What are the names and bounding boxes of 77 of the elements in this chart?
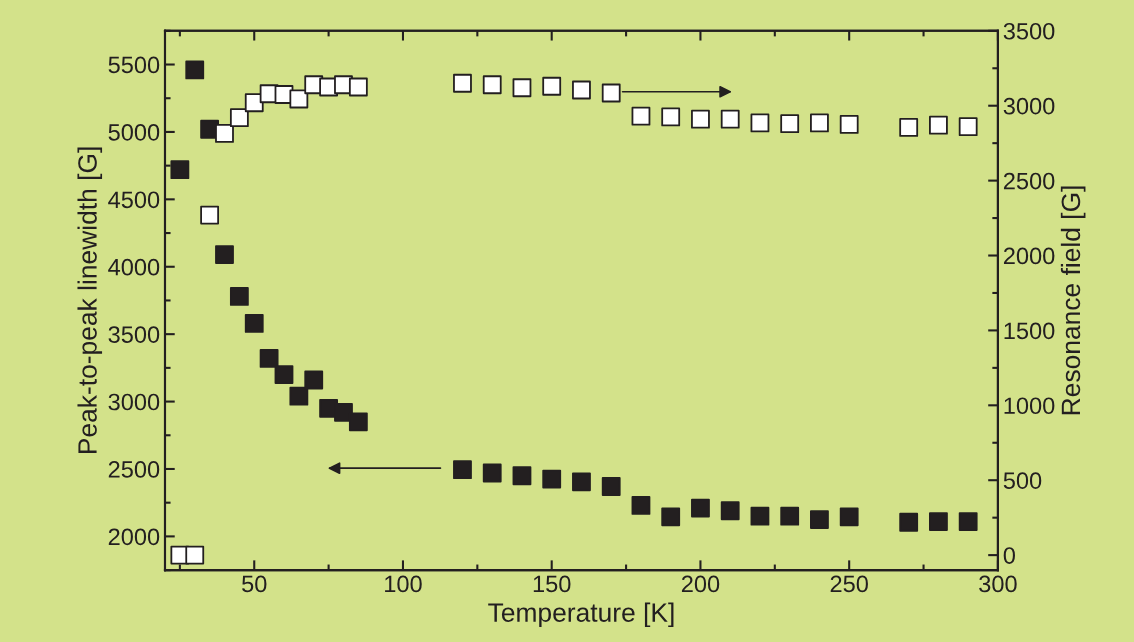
x-tick-label: 50 — [242, 575, 267, 593]
point — [750, 113, 770, 133]
point — [215, 124, 234, 143]
point — [691, 109, 710, 129]
point — [348, 412, 368, 432]
point — [810, 510, 829, 529]
y2-tick-label: 2500 — [1003, 172, 1055, 190]
point — [482, 75, 502, 95]
y2-tick-label: 3000 — [1003, 97, 1055, 115]
point — [200, 205, 220, 225]
point — [661, 507, 681, 527]
point — [453, 73, 472, 93]
point — [929, 512, 948, 531]
point — [453, 460, 472, 480]
point — [899, 512, 919, 532]
point — [348, 77, 368, 97]
point — [810, 113, 829, 133]
point — [572, 472, 591, 492]
point — [780, 114, 800, 134]
point — [601, 477, 621, 496]
y2-tick-label: 1000 — [1004, 397, 1055, 415]
point — [274, 365, 294, 385]
point — [839, 507, 859, 527]
y-axis-title: Peak-to-peak linewidth [G] — [77, 147, 103, 454]
y-tick-label: 2000 — [108, 528, 160, 546]
x-tick-label: 250 — [830, 575, 868, 593]
point — [899, 118, 919, 137]
point — [839, 115, 859, 134]
y2-tick-label: 1500 — [1004, 322, 1055, 340]
point — [185, 545, 205, 565]
y2-tick-label: 0 — [1003, 547, 1015, 564]
x-tick-label: 300 — [979, 575, 1017, 593]
point — [334, 402, 353, 422]
y2-tick-label: 500 — [1003, 472, 1042, 489]
point — [482, 463, 502, 483]
point — [512, 78, 532, 98]
point — [780, 506, 800, 526]
y-tick-label: 5000 — [108, 124, 160, 141]
point — [542, 76, 562, 96]
point — [542, 469, 562, 489]
point — [631, 495, 651, 515]
point — [289, 386, 309, 406]
point — [631, 106, 651, 126]
point — [720, 109, 740, 129]
y2-tick-label: 3500 — [1003, 22, 1055, 40]
point — [304, 370, 324, 390]
y-tick-label: 3000 — [108, 393, 160, 411]
point — [259, 349, 279, 368]
point — [244, 313, 264, 333]
y-tick-label: 4000 — [108, 258, 160, 276]
x-tick-label: 100 — [385, 575, 422, 593]
y-tick-label: 4500 — [108, 191, 160, 209]
y-tick-label: 2500 — [108, 461, 160, 478]
point — [289, 89, 309, 109]
y-tick-label: 3500 — [108, 326, 160, 343]
point — [572, 80, 591, 100]
y-tick-label: 5500 — [108, 56, 160, 74]
point — [229, 287, 249, 306]
point — [512, 466, 532, 486]
y2-axis-title: Resonance field [G] — [1060, 186, 1086, 415]
point — [958, 117, 978, 137]
point — [929, 115, 948, 135]
point — [229, 108, 249, 128]
x-tick-label: 150 — [533, 575, 571, 593]
point — [661, 107, 681, 127]
y2-tick-label: 2000 — [1003, 247, 1055, 265]
point — [215, 245, 234, 265]
point — [958, 512, 978, 531]
point — [170, 160, 190, 180]
point — [244, 93, 264, 113]
point — [720, 501, 740, 521]
point — [750, 506, 770, 526]
x-axis-title: Temperature [K] — [488, 602, 674, 628]
point — [601, 83, 621, 103]
point — [691, 498, 710, 518]
point — [185, 60, 205, 80]
x-tick-label: 200 — [681, 575, 720, 593]
